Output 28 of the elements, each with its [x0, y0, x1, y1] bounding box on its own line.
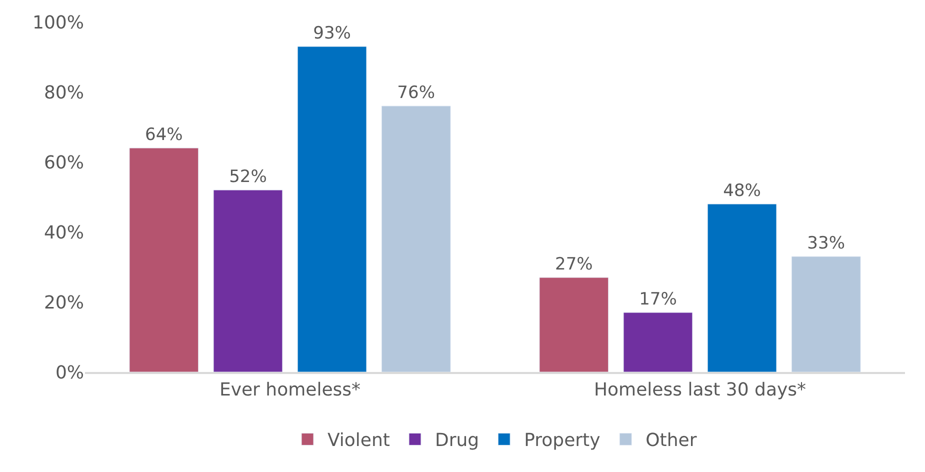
bar: [129, 148, 199, 372]
data-label: 17%: [639, 290, 677, 310]
bar: [791, 256, 861, 372]
legend-label: Drug: [434, 430, 480, 452]
bar: [539, 277, 609, 372]
data-label: 48%: [723, 181, 761, 201]
y-tick-label: 20%: [44, 292, 84, 314]
bar: [707, 204, 777, 372]
legend-label: Property: [524, 430, 601, 452]
x-tick-label: Homeless last 30 days*: [594, 379, 806, 400]
legend-label: Other: [646, 430, 698, 452]
data-label: 52%: [229, 167, 267, 187]
y-tick-label: 100%: [32, 12, 84, 34]
data-label: 64%: [145, 125, 183, 145]
bar: [213, 190, 283, 372]
y-tick-label: 60%: [44, 152, 84, 174]
y-tick-label: 80%: [44, 82, 84, 104]
y-tick-label: 40%: [44, 222, 84, 244]
legend-label: Violent: [328, 430, 390, 452]
bar: [623, 312, 693, 372]
data-label: 33%: [807, 234, 845, 254]
y-tick-label: 0%: [55, 362, 84, 384]
x-tick-label: Ever homeless*: [219, 379, 361, 400]
data-label: 27%: [555, 254, 593, 274]
data-label: 76%: [397, 83, 435, 103]
bar: [297, 46, 367, 372]
bar: [381, 106, 451, 372]
data-label: 93%: [313, 24, 351, 44]
